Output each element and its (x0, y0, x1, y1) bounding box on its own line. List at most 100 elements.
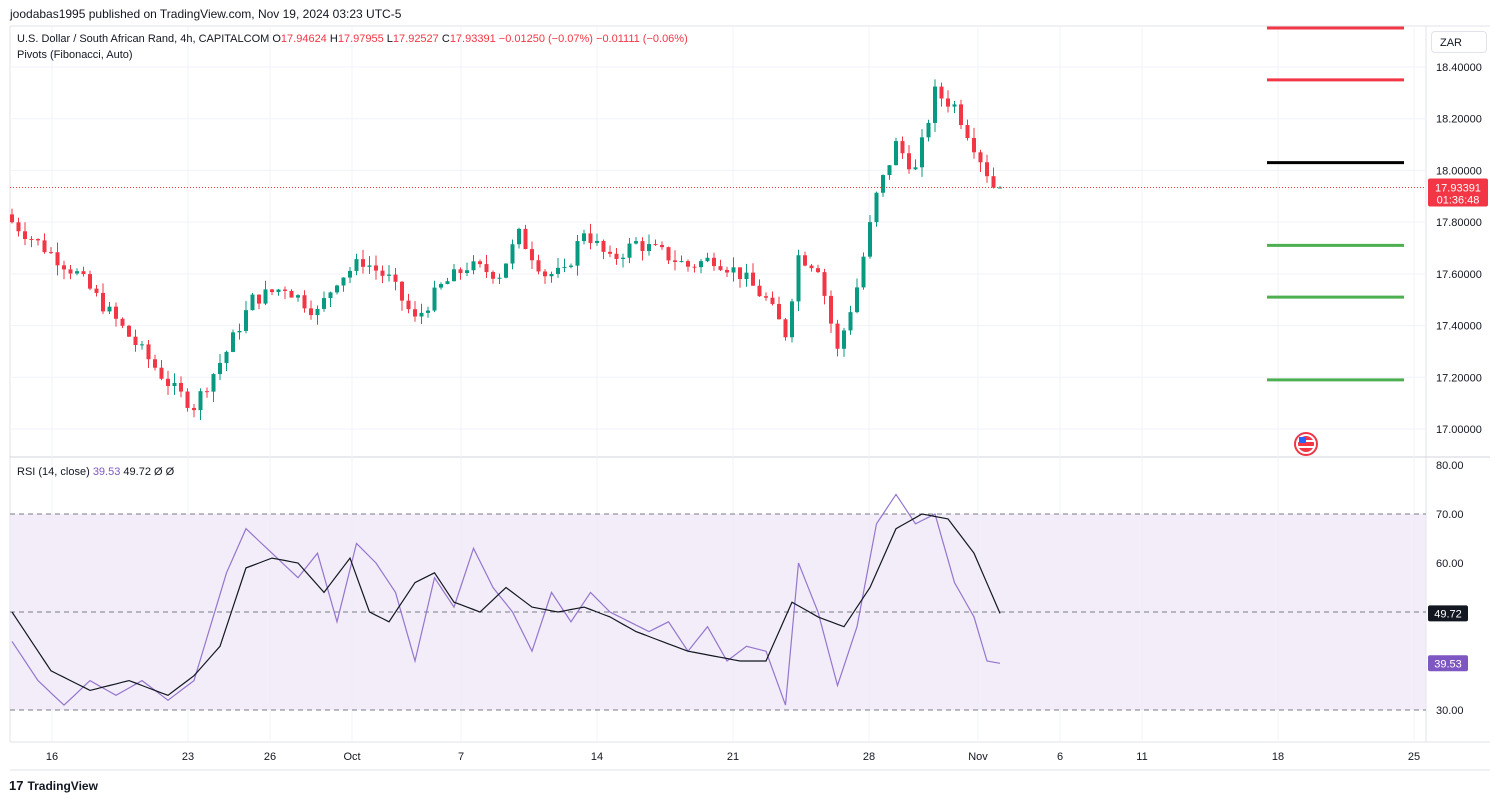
candle-body (933, 86, 937, 123)
candle-body (517, 228, 521, 245)
countdown-timer: 01:36:48 (1437, 195, 1480, 207)
candle-body (224, 351, 229, 363)
candle-body (569, 265, 573, 267)
candle-body (738, 267, 742, 280)
candle-body (627, 243, 632, 258)
flag-stripe (1298, 446, 1314, 448)
price-tick-label: 17.80000 (1436, 217, 1482, 229)
flag-canton (1299, 437, 1306, 443)
candle-body (692, 266, 697, 268)
rsi-tick-label: 30.00 (1436, 705, 1464, 717)
rsi-ma-tag-text: 49.72 (1434, 608, 1462, 620)
us-flag-icon[interactable] (1294, 432, 1318, 456)
time-tick-label: 21 (727, 751, 739, 763)
candle-body (952, 104, 957, 107)
candle-body (205, 391, 209, 393)
candle-body (263, 289, 268, 304)
candle-body (543, 271, 547, 277)
candle-body (939, 86, 944, 99)
candle-body (114, 306, 118, 319)
candle-body (816, 268, 820, 273)
candle-body (348, 270, 352, 278)
candle-body (393, 274, 398, 282)
candle-body (491, 272, 495, 279)
candle-body (75, 271, 79, 274)
candle-body (315, 308, 320, 316)
candle-body (835, 323, 840, 349)
candle-body (991, 176, 996, 188)
candle-body (751, 272, 755, 286)
candle-body (530, 249, 534, 261)
candle-body (283, 289, 287, 291)
candle-body (322, 298, 326, 309)
candle-body (608, 251, 612, 254)
candle-body (166, 378, 170, 387)
price-tick-label: 18.00000 (1436, 165, 1482, 177)
tradingview-logo[interactable]: 17 TradingView (9, 778, 98, 793)
open-value: 17.94624 (280, 33, 327, 45)
candle-body (88, 274, 92, 289)
candle-body (926, 122, 931, 138)
candle-body (822, 272, 827, 296)
currency-button[interactable]: ZAR (1431, 31, 1487, 53)
low-value: 17.92527 (392, 33, 439, 45)
candle-body (445, 281, 450, 285)
candle-body (36, 239, 40, 241)
candle-body (874, 192, 879, 223)
candle-body (881, 175, 885, 193)
candle-body (42, 240, 47, 253)
publisher-header: joodabas1995 published on TradingView.co… (10, 7, 402, 21)
time-tick-label: 26 (264, 751, 276, 763)
time-tick-label: 25 (1408, 751, 1420, 763)
last-price-tag (1428, 178, 1488, 207)
candle-body (55, 252, 60, 266)
candle-body (335, 285, 339, 293)
rsi-ma-tag (1428, 605, 1468, 622)
candle-body (354, 259, 359, 271)
candle-body (868, 222, 872, 257)
candle-body (94, 288, 99, 293)
candle-body (601, 240, 606, 252)
price-tick-label: 17.40000 (1436, 321, 1482, 333)
candle-body (270, 289, 274, 293)
rsi-ma-value: 49.72 (123, 466, 151, 478)
candle-body (725, 269, 729, 273)
candle-body (640, 241, 645, 251)
time-tick-label: 18 (1272, 751, 1284, 763)
candle-body (120, 318, 125, 326)
pivots-legend[interactable]: Pivots (Fibonacci, Auto) (17, 49, 133, 61)
candle-body (679, 261, 684, 263)
candle-body (296, 295, 300, 298)
rsi-title[interactable]: RSI (14, close) (17, 466, 90, 478)
candle-body (426, 310, 430, 313)
symbol-name[interactable]: U.S. Dollar / South African Rand, 4h, CA… (17, 33, 270, 45)
candle-body (718, 266, 723, 270)
time-tick-label: 23 (182, 751, 194, 763)
candle-body (523, 228, 528, 250)
candle-body (471, 261, 476, 271)
candle-body (673, 260, 677, 263)
candle-body (829, 295, 833, 324)
candle-body (634, 241, 638, 244)
candle-body (276, 289, 281, 293)
symbol-legend: U.S. Dollar / South African Rand, 4h, CA… (17, 33, 688, 45)
candle-body (432, 287, 437, 311)
candle-body (978, 152, 983, 163)
pivot-levels (1267, 26, 1404, 382)
candle-body (302, 295, 307, 309)
candle-body (328, 292, 333, 299)
rsi-tag (1428, 655, 1468, 672)
rsi-tick-label: 60.00 (1436, 558, 1464, 570)
candle-body (504, 263, 508, 278)
candle-body (894, 141, 898, 166)
rsi-series (11, 493, 1001, 706)
high-value: 17.97955 (337, 33, 384, 45)
time-tick-label: 11 (1136, 751, 1147, 763)
candle-body (562, 266, 567, 268)
candle-body (16, 222, 21, 232)
candle-body (244, 310, 248, 331)
candle-body (985, 162, 989, 177)
candle-body (972, 137, 976, 153)
